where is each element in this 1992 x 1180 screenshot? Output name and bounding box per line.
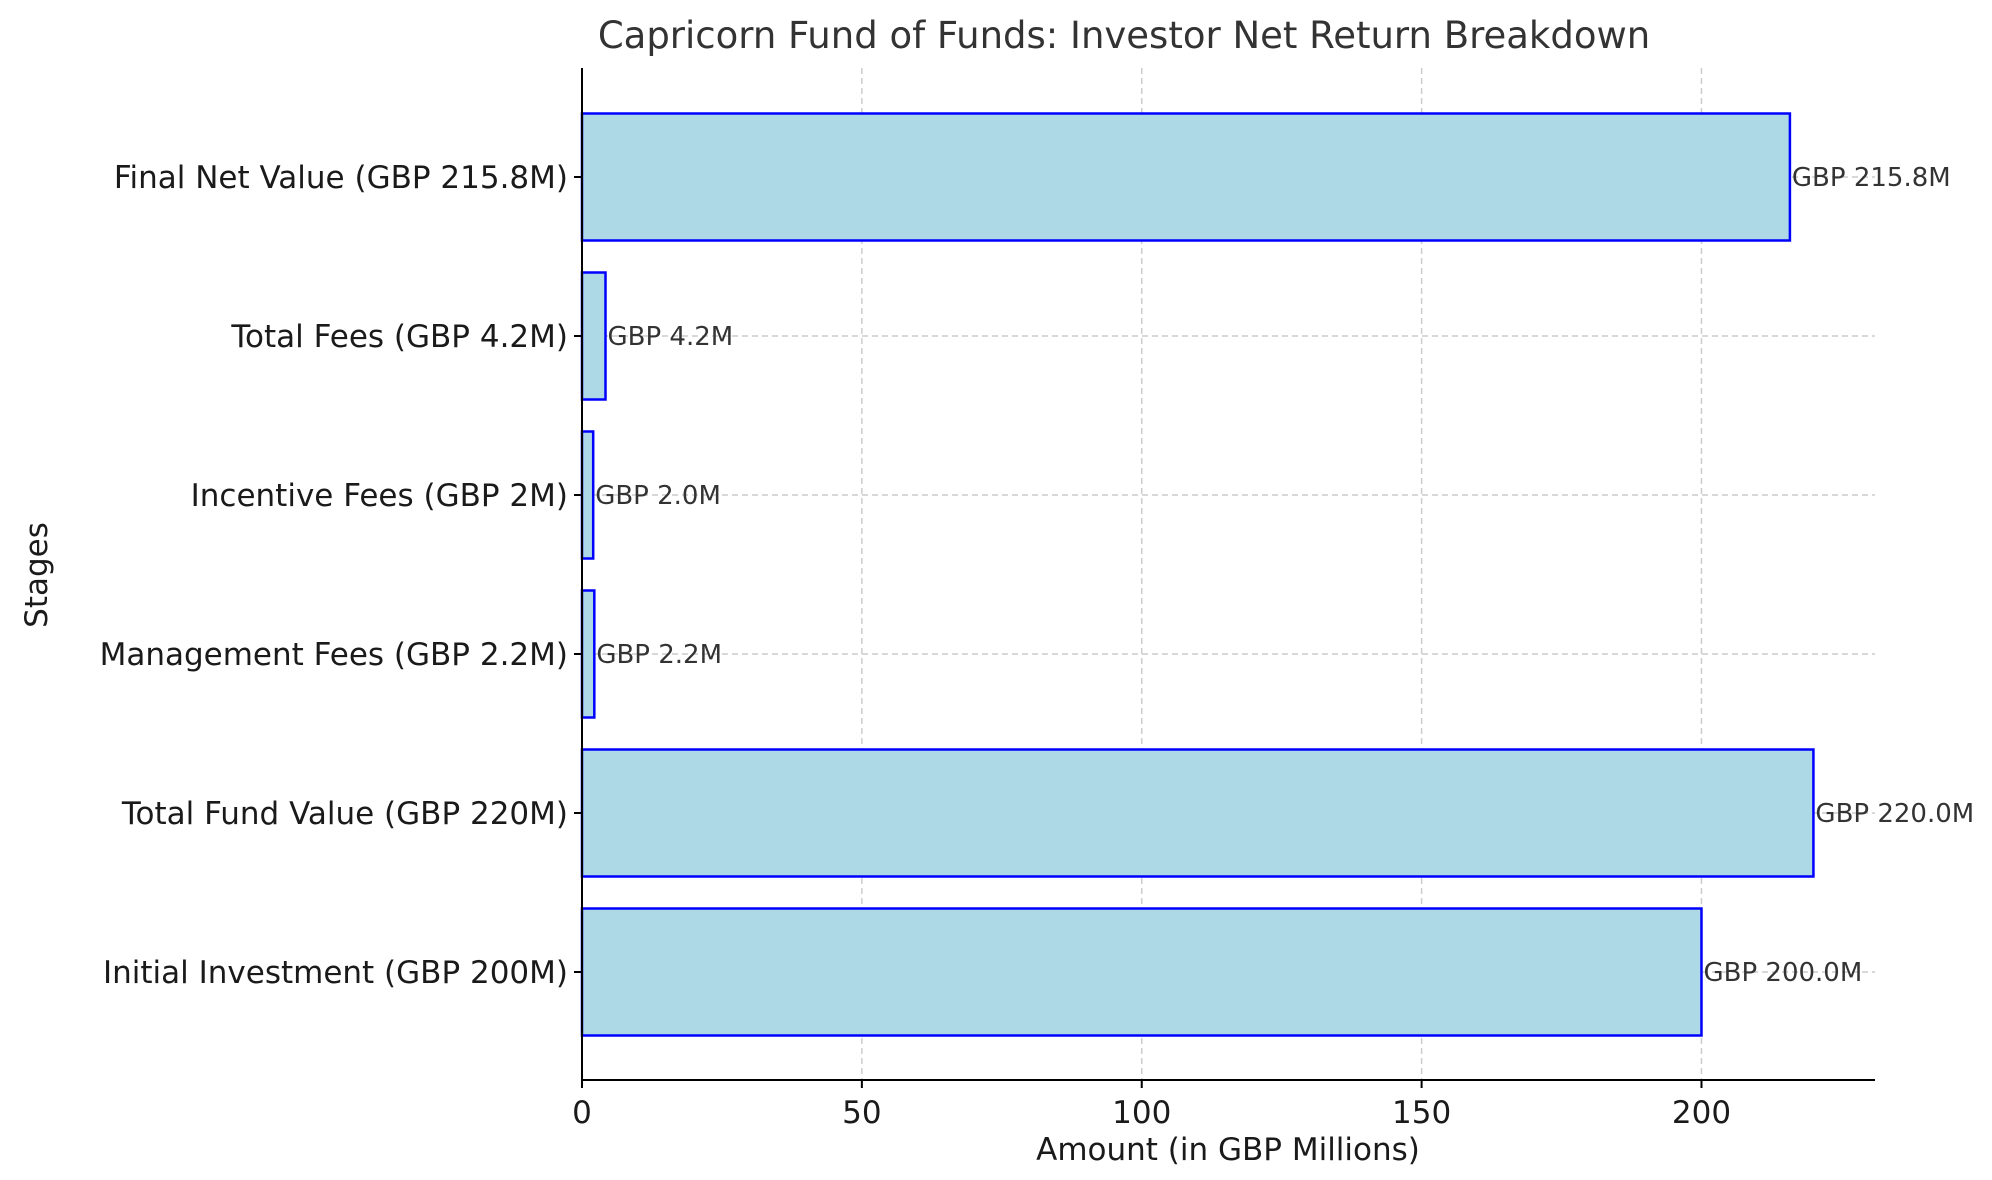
chart-title: Capricorn Fund of Funds: Investor Net Re… xyxy=(598,14,1650,57)
x-tick-label: 100 xyxy=(1112,1095,1171,1131)
data-label: GBP 2.0M xyxy=(595,481,721,511)
bar xyxy=(580,271,607,401)
y-axis-label: Stages xyxy=(19,522,55,628)
bar xyxy=(580,748,1815,878)
category-label: Total Fund Value (GBP 220M) xyxy=(121,796,568,832)
x-tick-label: 200 xyxy=(1672,1095,1731,1131)
category-label: Total Fees (GBP 4.2M) xyxy=(230,319,568,355)
bar xyxy=(580,589,596,719)
data-label: GBP 200.0M xyxy=(1703,958,1862,988)
data-label: GBP 2.2M xyxy=(596,640,722,670)
x-axis-ticks: 0 50 100 150 200 xyxy=(572,1080,1731,1131)
category-label: Incentive Fees (GBP 2M) xyxy=(191,478,568,514)
x-tick-label: 50 xyxy=(842,1095,881,1131)
category-label: Final Net Value (GBP 215.8M) xyxy=(114,160,568,196)
bar xyxy=(580,112,1792,242)
data-label: GBP 4.2M xyxy=(608,322,734,352)
data-labels: GBP 200.0M GBP 220.0M GBP 2.2M GBP 2.0M GBP … xyxy=(595,163,1974,988)
data-label: GBP 220.0M xyxy=(1815,799,1974,829)
bars xyxy=(580,112,1815,1037)
x-tick-label: 0 xyxy=(572,1095,592,1131)
bar xyxy=(580,907,1703,1037)
data-label: GBP 215.8M xyxy=(1792,163,1951,193)
x-tick-label: 150 xyxy=(1392,1095,1451,1131)
y-axis-categories: Initial Investment (GBP 200M) Total Fund … xyxy=(100,160,582,991)
category-label: Management Fees (GBP 2.2M) xyxy=(100,637,568,673)
bar xyxy=(580,430,595,560)
category-label: Initial Investment (GBP 200M) xyxy=(103,955,568,991)
x-axis-label: Amount (in GBP Millions) xyxy=(1036,1132,1420,1168)
